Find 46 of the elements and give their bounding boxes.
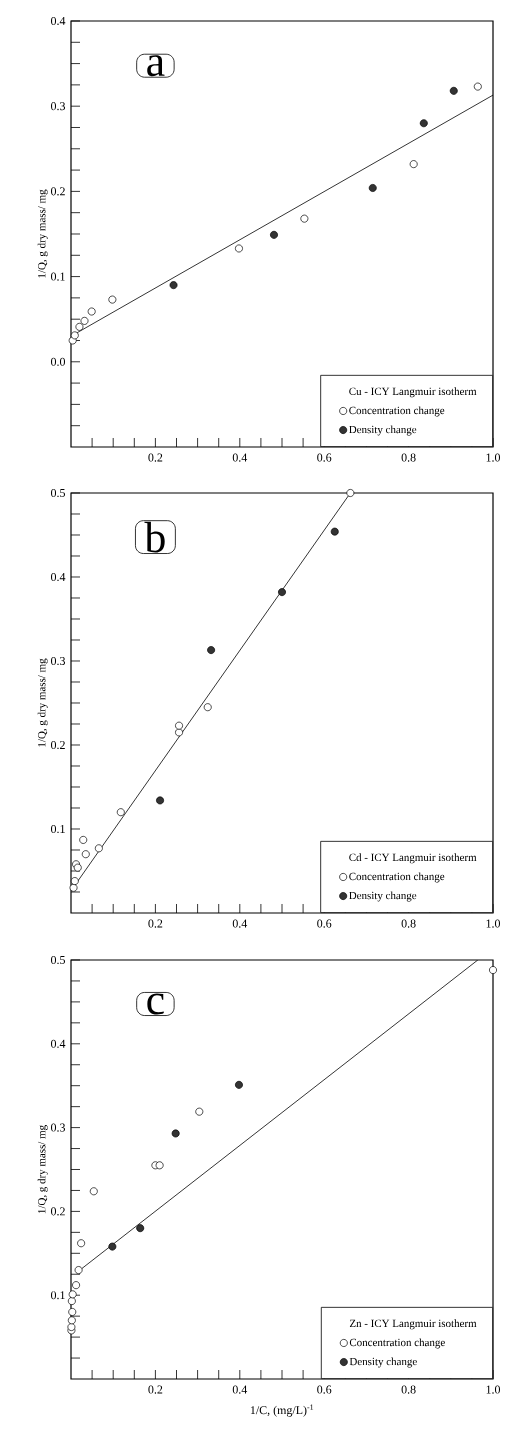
y-axis-title: 1/Q, g dry mass/ mg bbox=[37, 1125, 48, 1214]
x-tick-label: 0.8 bbox=[401, 1385, 416, 1394]
y-tick-label: 0.1 bbox=[50, 272, 65, 281]
x-tick-label: 0.4 bbox=[232, 919, 248, 928]
x-tick-label: 1.0 bbox=[486, 1385, 501, 1394]
x-tick-label: 0.2 bbox=[148, 919, 163, 928]
annotation: a bbox=[147, 55, 165, 77]
legend-title: Cu - ICY Langmuir isotherm bbox=[349, 387, 477, 398]
annotation: b bbox=[144, 521, 165, 553]
y-tick-label: 0.3 bbox=[50, 1123, 66, 1132]
y-tick-label: 0.1 bbox=[50, 1291, 65, 1300]
legend-label: Density change bbox=[349, 1357, 417, 1368]
x-tick-label: 0.8 bbox=[401, 453, 416, 462]
legend-label: Density change bbox=[349, 891, 417, 902]
x-tick-label: 0.2 bbox=[148, 453, 163, 462]
legend-label: Density change bbox=[349, 425, 417, 436]
legend-title: Zn - ICY Langmuir isotherm bbox=[349, 1319, 477, 1330]
x-tick-label: 0.8 bbox=[401, 919, 416, 928]
legend-label: Concentration change bbox=[349, 406, 445, 417]
y-tick-label: 0.3 bbox=[50, 656, 66, 666]
y-tick-label: 0.2 bbox=[50, 187, 65, 196]
x-tick-label: 0.6 bbox=[317, 1385, 332, 1394]
x-tick-label: 0.6 bbox=[317, 919, 332, 928]
y-tick-label: 0.4 bbox=[50, 572, 66, 582]
x-axis-title: 1/C, (mg/L)$^{-1}$ bbox=[250, 1404, 314, 1417]
y-tick-label: 0.1 bbox=[50, 824, 65, 834]
legend-title: Cd - ICY Langmuir isotherm bbox=[349, 853, 477, 864]
y-tick-label: 0.2 bbox=[50, 1207, 65, 1216]
x-tick-label: 0.4 bbox=[232, 453, 248, 462]
legend-label: Concentration change bbox=[349, 872, 445, 883]
x-tick-label: 0.6 bbox=[317, 453, 332, 462]
annotation: c bbox=[147, 993, 164, 1015]
y-tick-label: 0.4 bbox=[50, 1039, 66, 1048]
x-tick-label: 1.0 bbox=[486, 453, 501, 462]
y-tick-label: 0.3 bbox=[50, 102, 66, 111]
y-axis-title: 1/Q, g dry mass/ mg bbox=[37, 189, 48, 278]
y-tick-label: 0.5 bbox=[50, 488, 66, 498]
x-tick-label: 1.0 bbox=[486, 919, 501, 928]
y-tick-label: 0.2 bbox=[50, 740, 65, 750]
x-tick-label: 0.2 bbox=[148, 1385, 163, 1394]
y-tick-label: 0.5 bbox=[50, 955, 66, 965]
y-axis-title: 1/Q, g dry mass/ mg bbox=[37, 658, 48, 747]
y-tick-label: 0.4 bbox=[50, 16, 66, 26]
y-tick-label: 0.0 bbox=[50, 357, 66, 366]
x-tick-label: 0.4 bbox=[232, 1385, 248, 1394]
legend-label: Concentration change bbox=[349, 1338, 445, 1349]
